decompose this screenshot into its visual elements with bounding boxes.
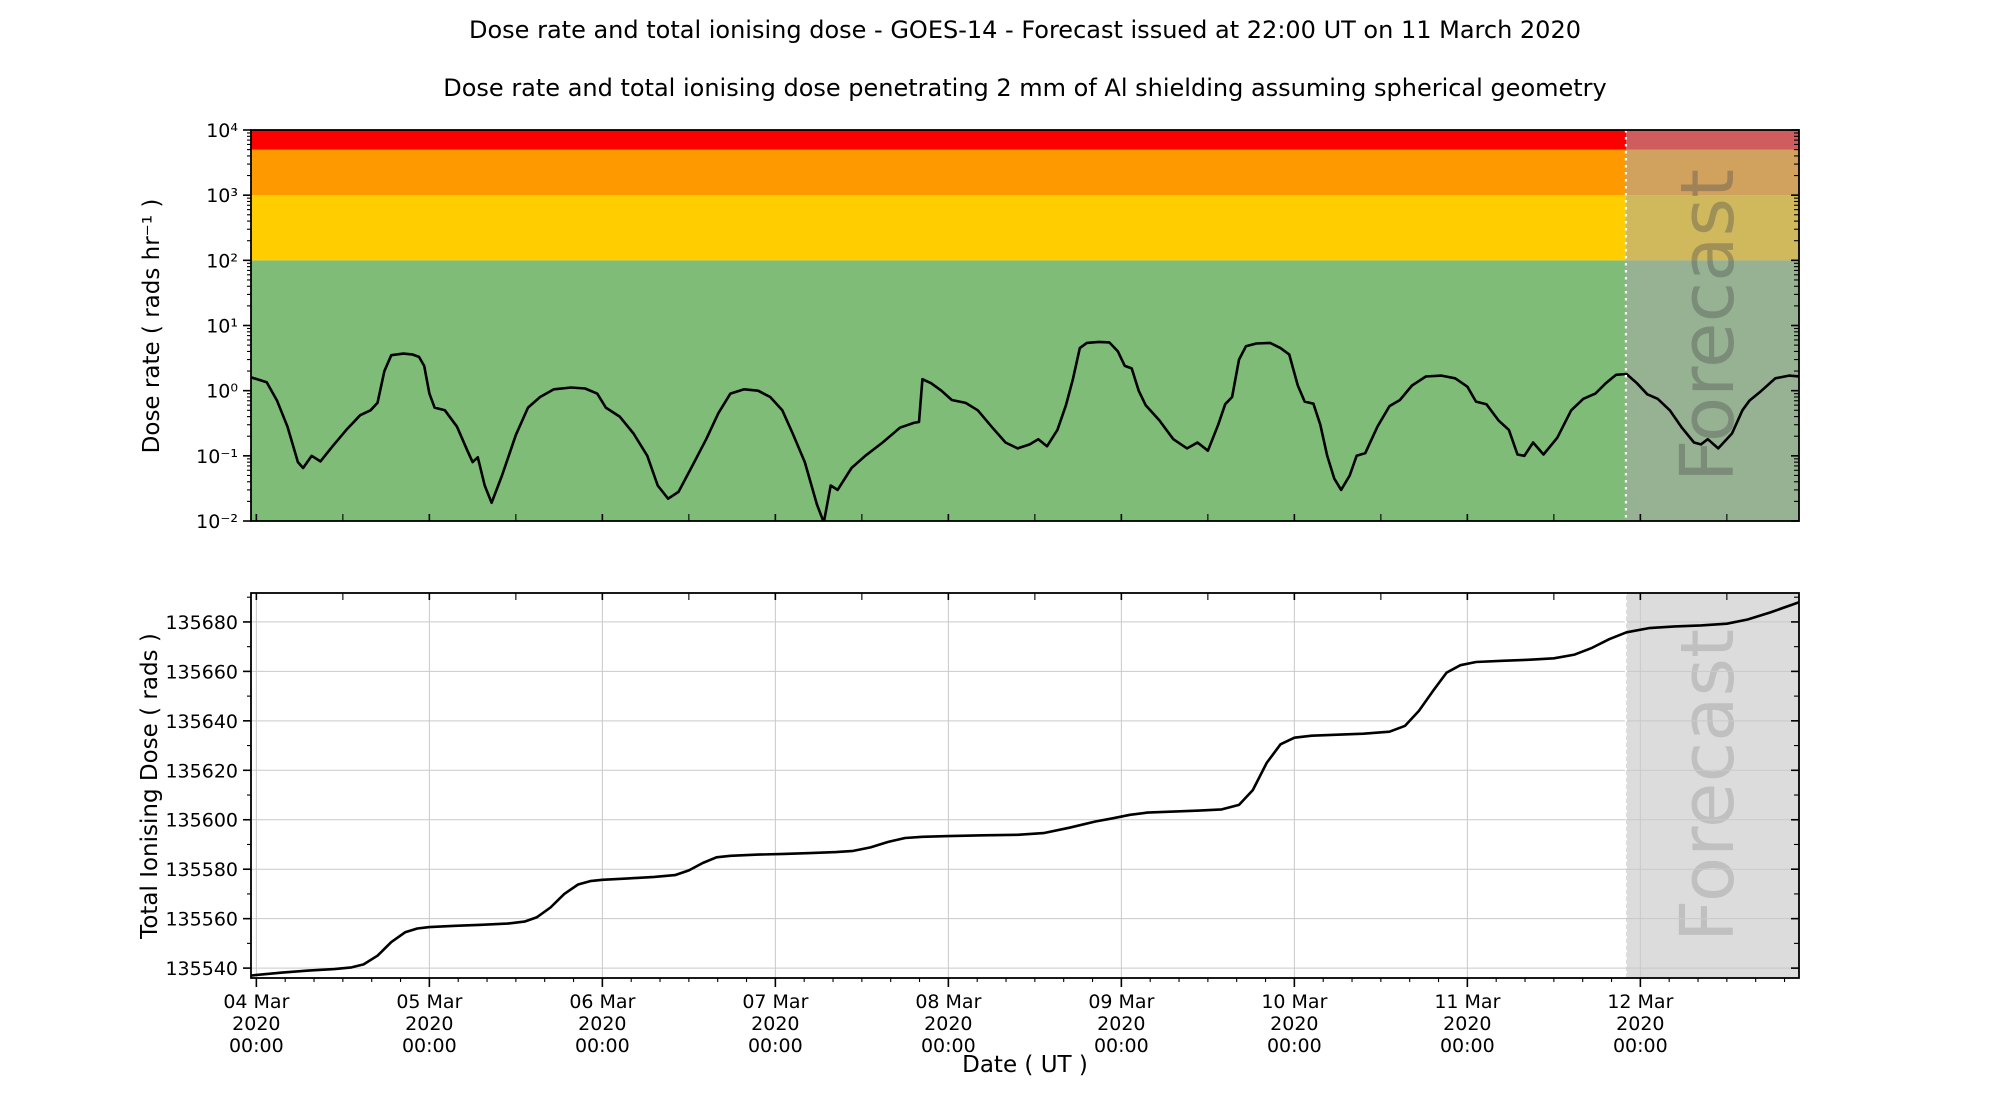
- dose-y-tick-label: 10¹: [206, 316, 238, 338]
- dose-y-tick-label: 10⁴: [206, 120, 238, 142]
- date-tick-label: 00:00: [1094, 1035, 1149, 1057]
- forecast-overlay-top: [1625, 130, 1799, 521]
- date-tick-label: 00:00: [402, 1035, 457, 1057]
- date-tick-label: 04 Mar: [223, 991, 289, 1013]
- dose-y-tick-label: 10³: [206, 185, 238, 207]
- total-dose-curve: [251, 600, 1799, 977]
- date-tick-label: 09 Mar: [1088, 991, 1154, 1013]
- dose-y-tick-label: 10²: [206, 250, 238, 272]
- date-tick-label: 00:00: [921, 1035, 976, 1057]
- date-tick-label: 00:00: [748, 1035, 803, 1057]
- band-green: [251, 260, 1799, 521]
- date-tick-label: 2020: [751, 1013, 799, 1035]
- date-tick-label: 2020: [232, 1013, 280, 1035]
- date-tick-label: 2020: [1097, 1013, 1145, 1035]
- dose-threshold-bands: [251, 130, 1799, 521]
- dose-total-y-tick-label: 135680: [165, 612, 238, 634]
- axis-tick-labels: 10⁴ 10³ 10² 10¹ 10⁰ 10⁻¹ 10⁻² 135540 135560 13558…: [165, 120, 1673, 1057]
- date-tick-label: 08 Mar: [915, 991, 981, 1013]
- date-tick-label: 2020: [1616, 1013, 1664, 1035]
- dose-total-y-tick-label: 135540: [165, 958, 238, 980]
- forecast-watermark-top: Forecast: [1665, 169, 1751, 482]
- dose-y-tick-label: 10⁻¹: [196, 446, 238, 468]
- dose-y-tick-label: 10⁻²: [196, 511, 238, 533]
- date-tick-label: 00:00: [229, 1035, 284, 1057]
- date-tick-label: 00:00: [1613, 1035, 1668, 1057]
- total-dose-panel-border: [250, 592, 1800, 979]
- band-orange: [251, 149, 1799, 196]
- chart-subtitle: Dose rate and total ionising dose penetr…: [443, 74, 1607, 102]
- dose-total-y-tick-label: 135600: [165, 810, 238, 832]
- axis-ticks: [243, 129, 1799, 987]
- date-tick-label: 12 Mar: [1607, 991, 1673, 1013]
- dose-total-y-tick-label: 135620: [165, 760, 238, 782]
- date-tick-label: 07 Mar: [742, 991, 808, 1013]
- dose-rate-y-axis-label: Dose rate ( rads hr⁻¹ ): [139, 198, 165, 454]
- date-tick-label: 11 Mar: [1434, 991, 1500, 1013]
- forecast-watermark-bottom: Forecast: [1665, 629, 1751, 942]
- forecast-region-bottom: [1625, 593, 1799, 978]
- dose-total-y-tick-label: 135580: [165, 859, 238, 881]
- date-tick-label: 05 Mar: [396, 991, 462, 1013]
- chart-title: Dose rate and total ionising dose - GOES…: [469, 16, 1581, 44]
- total-dose-y-axis-label: Total Ionising Dose ( rads ): [137, 633, 163, 939]
- dose-total-y-tick-label: 135640: [165, 711, 238, 733]
- x-axis-label: Date ( UT ): [962, 1052, 1088, 1078]
- band-red: [251, 130, 1799, 150]
- dose-rate-curve: [251, 340, 1799, 521]
- date-tick-label: 00:00: [1267, 1035, 1322, 1057]
- date-tick-label: 2020: [924, 1013, 972, 1035]
- date-tick-label: 2020: [1443, 1013, 1491, 1035]
- date-tick-label: 2020: [578, 1013, 626, 1035]
- date-tick-label: 2020: [405, 1013, 453, 1035]
- date-tick-label: 06 Mar: [569, 991, 635, 1013]
- date-tick-label: 00:00: [575, 1035, 630, 1057]
- grid-bottom: [251, 593, 1799, 978]
- date-tick-label: 00:00: [1440, 1035, 1495, 1057]
- date-tick-label: 10 Mar: [1261, 991, 1327, 1013]
- band-gold: [251, 195, 1799, 261]
- dose-total-y-tick-label: 135560: [165, 909, 238, 931]
- dose-total-y-tick-label: 135660: [165, 661, 238, 683]
- dose-y-tick-label: 10⁰: [206, 381, 238, 403]
- date-tick-label: 2020: [1270, 1013, 1318, 1035]
